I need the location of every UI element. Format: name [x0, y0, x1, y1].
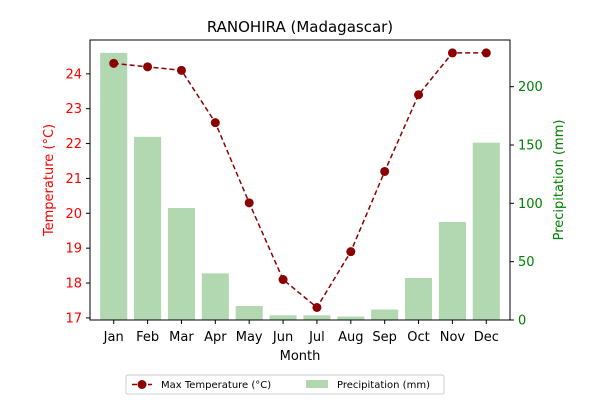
y-left-tick-label-21: 21 [65, 172, 82, 187]
legend-precipitation-label: Precipitation (mm) [337, 380, 430, 391]
temperature-point-jul [312, 302, 322, 312]
y-left-tick-label-20: 20 [65, 207, 82, 222]
temperature-point-jan [109, 58, 119, 68]
precipitation-bar-jul [303, 315, 331, 320]
temperature-point-oct [414, 90, 424, 100]
y-axis-left-label: Temperature (°C) [42, 124, 57, 237]
temperature-point-mar [176, 65, 186, 75]
y-left-tick-label-17: 17 [65, 311, 82, 326]
temperature-point-aug [346, 247, 356, 257]
precipitation-bar-apr [201, 273, 229, 320]
x-tick-label-feb: Feb [136, 330, 159, 345]
x-tick-label-dec: Dec [474, 330, 499, 345]
precipitation-bars [100, 52, 500, 320]
y-left-tick-label-22: 22 [65, 137, 82, 152]
y-left-tick-label-24: 24 [65, 67, 82, 82]
precipitation-bar-mar [167, 208, 195, 320]
precipitation-bar-jun [269, 315, 297, 320]
precipitation-bar-may [235, 306, 263, 320]
temperature-point-apr [210, 118, 220, 128]
x-axis: Jan Feb Mar Apr May Jun Jul Aug Sep Oct Nov Dec [103, 320, 499, 345]
x-tick-label-jun: Jun [272, 330, 293, 345]
x-tick-label-may: May [236, 330, 263, 345]
y-axis-right: 0 50 100 150 200 [510, 80, 543, 329]
temperature-line [109, 48, 491, 312]
legend-temperature-label: Max Temperature (°C) [161, 380, 271, 391]
precipitation-bar-oct [405, 278, 433, 320]
temperature-point-sep [380, 166, 390, 176]
y-left-tick-label-19: 19 [65, 242, 82, 257]
legend-temperature-marker [137, 380, 147, 389]
y-right-tick-label-100: 100 [518, 197, 543, 212]
precipitation-bar-sep [371, 309, 399, 320]
x-tick-label-nov: Nov [440, 330, 466, 345]
x-tick-label-oct: Oct [407, 330, 429, 345]
temperature-point-feb [143, 62, 153, 72]
legend-frame [125, 374, 445, 395]
legend: Max Temperature (°C) Precipitation (mm) [125, 374, 445, 395]
precipitation-bar-nov [438, 222, 466, 320]
y-right-tick-label-150: 150 [518, 139, 543, 154]
y-axis-right-label: Precipitation (mm) [552, 120, 567, 241]
temperature-point-may [244, 198, 254, 208]
y-right-tick-label-50: 50 [518, 255, 535, 270]
temperature-point-nov [447, 48, 457, 58]
plot-frame [89, 39, 511, 321]
y-left-tick-label-23: 23 [65, 102, 82, 117]
x-tick-label-jul: Jul [308, 330, 325, 345]
temperature-line-path [113, 52, 487, 309]
legend-precipitation-swatch [306, 380, 328, 388]
y-right-tick-label-200: 200 [518, 80, 543, 95]
temperature-point-dec [481, 48, 491, 58]
x-axis-label: Month [280, 349, 321, 364]
precipitation-bar-feb [134, 136, 162, 320]
temperature-point-jun [278, 275, 288, 285]
precipitation-bar-aug [337, 316, 365, 320]
x-tick-label-jan: Jan [103, 330, 124, 345]
x-tick-label-sep: Sep [372, 330, 397, 345]
x-tick-label-apr: Apr [204, 330, 227, 345]
y-left-tick-label-18: 18 [65, 277, 82, 292]
precipitation-bar-dec [472, 142, 500, 320]
precipitation-bar-jan [100, 52, 128, 320]
x-tick-label-aug: Aug [338, 330, 363, 345]
chart-title: RANOHIRA (Madagascar) [207, 18, 393, 36]
y-axis-left: 17 18 19 20 21 22 23 24 [65, 67, 90, 326]
y-right-tick-label-0: 0 [518, 314, 526, 329]
x-tick-label-mar: Mar [169, 330, 194, 345]
